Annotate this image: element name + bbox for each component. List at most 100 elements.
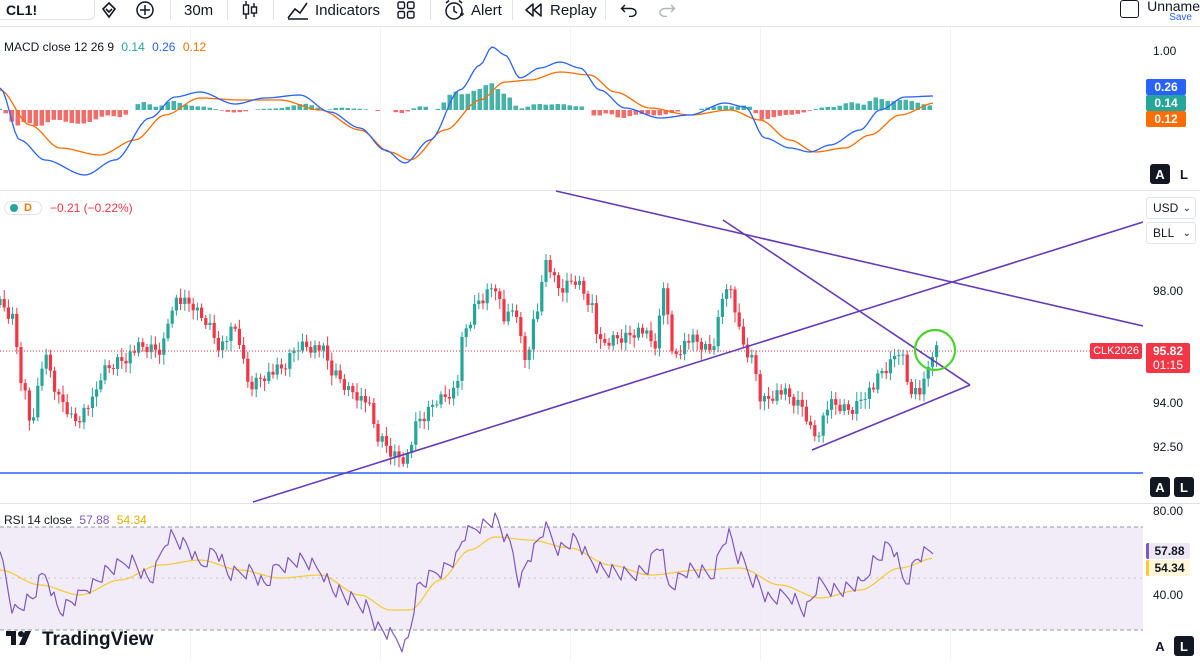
unit-select[interactable]: BLL ⌄ [1146, 222, 1196, 244]
auto-scale-button[interactable]: A [1150, 477, 1170, 497]
macd-histogram-bar [537, 104, 542, 110]
candle-body [603, 338, 607, 343]
currency-select[interactable]: USD ⌄ [1146, 197, 1196, 219]
candle-body [838, 404, 842, 412]
macd-histogram-bar [573, 106, 578, 110]
candle-body [901, 354, 905, 356]
candle-body [447, 396, 451, 399]
candle-body [279, 364, 283, 369]
macd-histogram-bar [33, 110, 38, 127]
macd-histogram-bar [435, 108, 440, 110]
rsi-legend-value: 57.88 [79, 513, 110, 527]
macd-histogram-bar [741, 105, 746, 110]
alert-button[interactable]: Alert [443, 0, 502, 20]
macd-histogram-bar [405, 110, 410, 112]
candle-body [422, 418, 426, 422]
candle-body [48, 354, 52, 371]
candle-body [557, 275, 561, 289]
tradingview-logo-icon [6, 628, 36, 652]
brand-name: TradingView [42, 629, 154, 650]
candle-body [439, 394, 443, 405]
macd-legend[interactable]: MACD close 12 26 9 0.14 0.26 0.12 [4, 40, 210, 54]
macd-histogram-bar [213, 109, 218, 110]
auto-scale-button[interactable]: A [1150, 164, 1170, 184]
candle-body [23, 383, 27, 391]
macd-histogram-bar [423, 106, 428, 110]
macd-histogram-bar [411, 108, 416, 110]
candle-body [32, 417, 36, 421]
candle-body [99, 380, 103, 390]
candle-body [153, 344, 157, 350]
rsi-legend[interactable]: RSI 14 close 57.88 54.34 [4, 513, 151, 527]
macd-histogram-bar [177, 102, 182, 110]
add-symbol-icon[interactable] [135, 0, 155, 20]
data-status-badge[interactable]: D [4, 201, 42, 215]
log-scale-button[interactable]: L [1174, 164, 1194, 184]
bar-countdown: 01:15 [1152, 358, 1184, 372]
candle-body [578, 280, 582, 285]
candle-body [338, 370, 342, 380]
templates-icon[interactable] [396, 0, 416, 20]
macd-histogram-bar [279, 107, 284, 110]
price-axis-label: 94.00 [1153, 396, 1184, 410]
candle-body [74, 413, 78, 422]
layout-checkbox[interactable] [1120, 0, 1139, 18]
candle-body [649, 330, 653, 342]
candle-body [309, 346, 313, 353]
candle-body [305, 341, 309, 347]
log-scale-button[interactable]: L [1174, 477, 1194, 497]
indicators-button[interactable]: Indicators [287, 0, 380, 20]
macd-histogram-bar [27, 110, 32, 124]
candles-style-icon[interactable] [241, 0, 259, 20]
candle-body [800, 399, 804, 407]
macd-histogram-bar [699, 108, 704, 110]
macd-histogram-bar [819, 107, 824, 110]
macd-histogram-bar [621, 110, 626, 118]
interval-button[interactable]: 30m [184, 1, 214, 19]
candle-body [69, 413, 73, 415]
macd-histogram-bar [231, 110, 236, 113]
candle-body [704, 343, 708, 350]
candle-body [86, 407, 90, 409]
candle-body [36, 385, 40, 418]
macd-histogram-bar [903, 99, 908, 110]
price-axis-label: 92.50 [1153, 440, 1184, 454]
macd-histogram-bar [765, 110, 770, 119]
pane-separator[interactable] [0, 26, 1200, 27]
candle-body [191, 303, 195, 311]
redo-icon[interactable] [658, 0, 676, 20]
candle-body [905, 354, 909, 382]
candle-body [254, 377, 258, 390]
macd-histogram-bar [915, 102, 920, 110]
candle-body [401, 457, 405, 464]
pane-separator[interactable] [0, 190, 1200, 191]
macd-histogram-bar [843, 103, 848, 110]
macd-histogram-bar [645, 110, 650, 115]
candle-body [242, 345, 246, 359]
candle-body [708, 343, 712, 350]
indicators-label: Indicators [315, 1, 381, 19]
pane-separator[interactable] [0, 503, 1200, 504]
candle-body [666, 288, 670, 315]
price-legend[interactable]: D −0.21 (−0.22%) [4, 201, 137, 215]
replay-button[interactable]: Replay [524, 0, 597, 20]
macd-histogram-bar [777, 110, 782, 116]
log-scale-button[interactable]: L [1174, 636, 1194, 656]
macd-histogram-bar [285, 106, 290, 110]
descending-trendline [555, 190, 1143, 327]
auto-scale-button[interactable]: A [1150, 636, 1170, 656]
triangle-upper-line [722, 219, 971, 386]
undo-icon[interactable] [620, 0, 638, 20]
candle-body [95, 389, 99, 397]
tradingview-logo[interactable]: TradingView [6, 628, 154, 652]
chart-canvas[interactable] [0, 0, 1143, 668]
currency-value: USD [1153, 201, 1179, 215]
symbol-search[interactable]: CL1! [0, 0, 95, 20]
compare-icon[interactable] [100, 0, 118, 20]
candle-body [246, 358, 250, 382]
candle-body [443, 394, 447, 397]
candle-body [565, 280, 569, 293]
candle-body [355, 392, 359, 401]
save-link[interactable]: Save [1169, 12, 1192, 23]
layout-save[interactable]: Unname Save [1147, 0, 1200, 24]
